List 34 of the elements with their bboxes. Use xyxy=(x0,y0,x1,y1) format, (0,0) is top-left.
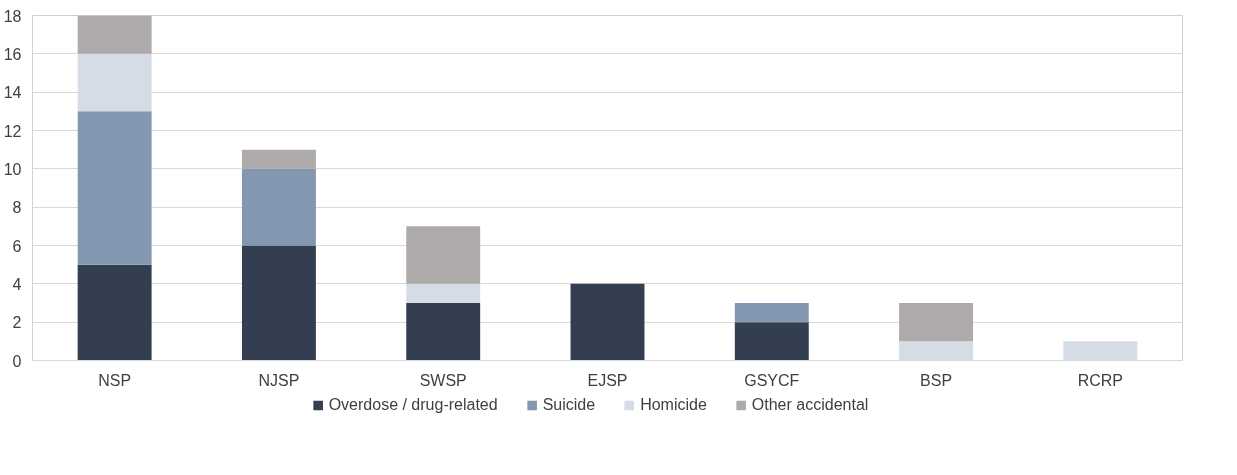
bar xyxy=(406,226,481,284)
bar xyxy=(570,283,645,361)
bar xyxy=(734,322,809,361)
bar xyxy=(241,168,316,246)
x-tick-label: SWSP xyxy=(419,371,467,389)
bar xyxy=(406,303,481,361)
y-tick-label: 18 xyxy=(3,7,22,25)
y-tick-label: 4 xyxy=(12,275,22,293)
y-tick-label: 0 xyxy=(12,352,22,370)
x-tick-label: EJSP xyxy=(587,371,628,389)
bar xyxy=(899,303,974,342)
bar xyxy=(406,283,481,303)
bar xyxy=(241,245,316,361)
y-tick-label: 8 xyxy=(12,199,22,217)
x-tick-label: NJSP xyxy=(258,371,300,389)
y-tick-label: 12 xyxy=(3,122,22,140)
y-tick-label: 6 xyxy=(12,237,22,255)
bar xyxy=(77,15,152,54)
legend-label: Suicide xyxy=(542,396,596,414)
y-tick-label: 16 xyxy=(3,45,22,63)
legend-label: Other accidental xyxy=(751,396,869,414)
y-tick-label: 10 xyxy=(3,160,22,178)
bar xyxy=(77,264,152,361)
x-tick-label: RCRP xyxy=(1077,371,1124,389)
x-tick-label: BSP xyxy=(920,371,953,389)
bar xyxy=(241,149,316,169)
legend-label: Overdose / drug-related xyxy=(328,396,498,414)
x-tick-label: GSYCF xyxy=(744,371,800,389)
bar xyxy=(77,111,152,265)
y-tick-label: 2 xyxy=(12,314,22,332)
bar xyxy=(734,303,809,323)
y-tick-label: 14 xyxy=(3,84,22,102)
legend-label: Homicide xyxy=(640,396,707,414)
x-tick-label: NSP xyxy=(98,371,132,389)
